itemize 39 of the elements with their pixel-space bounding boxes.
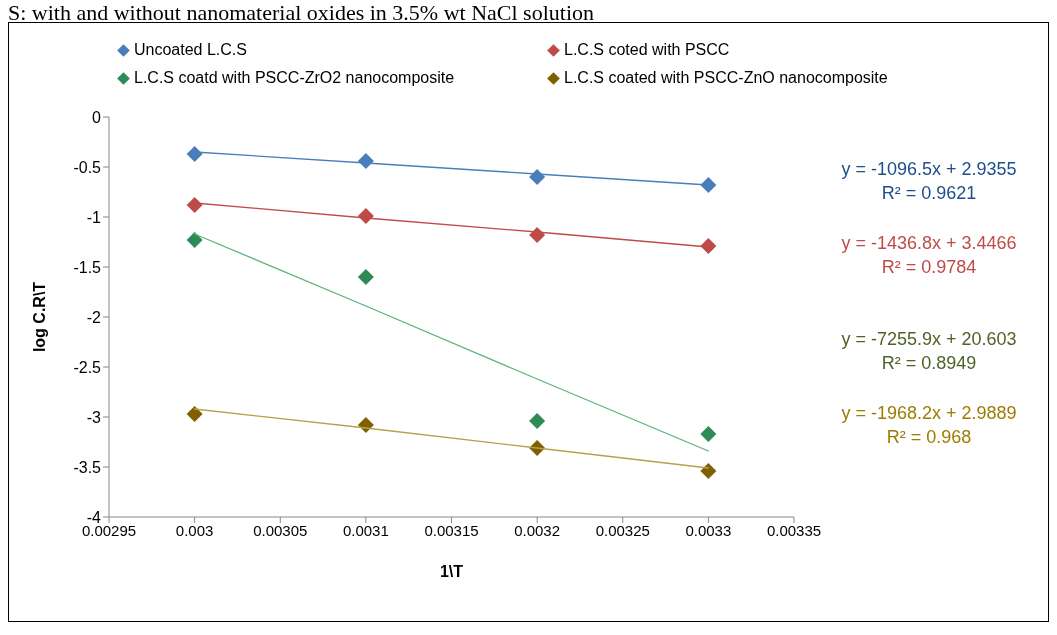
y-tick-label: -3 [86,408,102,426]
y-tick-label: -0.5 [73,158,102,176]
text: y = -1096.5x + 2.9355 R² = 0.9621 [840,158,1018,205]
y-tick-label: -1.5 [73,258,102,276]
y-tick-label: -4 [86,508,102,526]
legend-label: Uncoated L.C.S [134,41,247,59]
x-tick-label: 0.0033 [685,521,732,539]
y-tick-label: -1 [86,208,102,226]
point [186,146,203,162]
y-tick-label: 0 [92,108,102,126]
point [529,413,546,429]
point [700,177,717,193]
point [186,197,203,213]
legend-label: L.C.S coatd with PSCC-ZrO2 nanocomposite [134,69,455,87]
x-tick-label: 0.003 [175,521,214,539]
point [357,417,374,433]
legend-label: L.C.S coted with PSCC [564,41,730,59]
point [186,232,203,248]
point [357,269,374,285]
point [186,406,203,422]
y-tick-label: -2.5 [73,358,102,376]
x-axis-title: 1\T [439,563,464,580]
y-axis-title: log C.R\T [30,281,48,353]
point [700,426,717,442]
y-tick-label: -3.5 [73,458,102,476]
x-tick-label: 0.00305 [253,521,308,539]
text: y = -1436.8x + 3.4466 R² = 0.9784 [840,232,1018,279]
point [700,238,717,254]
x-tick-label: 0.0031 [342,521,389,539]
text: y = -1968.2x + 2.9889 R² = 0.968 [840,402,1018,449]
point [700,463,717,479]
chart-title: S: with and without nanomaterial oxides in 3.5% wt NaCl solution [8,0,595,25]
legend-label: L.C.S coated with PSCC-ZnO nanocomposite [564,69,888,87]
x-tick-label: 0.00315 [424,521,479,539]
y-tick-label: -2 [86,308,102,326]
x-tick-label: 0.00335 [766,521,822,539]
x-tick-label: 0.0032 [514,521,561,539]
x-tick-label: 0.00325 [595,521,650,539]
text: y = -7255.9x + 20.603 R² = 0.8949 [840,328,1018,375]
